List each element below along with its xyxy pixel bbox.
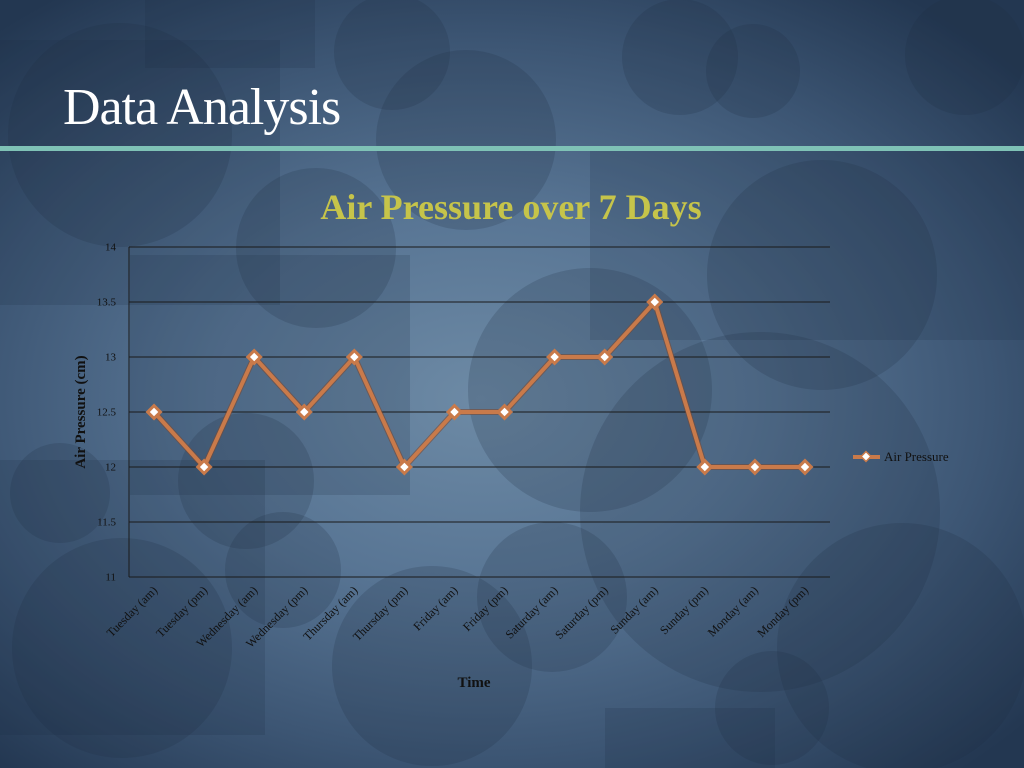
x-tick-label: Sunday (am)	[607, 583, 660, 636]
legend-marker	[859, 450, 873, 463]
data-point-inner	[650, 297, 659, 307]
y-tick-label: 14	[105, 242, 117, 254]
y-tick-label: 12	[105, 462, 116, 474]
data-point-inner	[400, 462, 409, 472]
series-air-pressure	[151, 299, 805, 470]
y-tick-label: 13.5	[97, 297, 117, 309]
data-point-inner	[800, 462, 810, 472]
slide-title: Data Analysis	[63, 79, 341, 136]
x-tick-label: Friday (pm)	[460, 583, 511, 634]
x-axis-ticks: Tuesday (am)Tuesday (pm)Wednesday (am)We…	[104, 583, 811, 650]
series-line	[152, 300, 805, 469]
data-points	[145, 293, 814, 476]
y-axis-label: Air Pressure (cm)	[73, 355, 89, 468]
data-point-inner	[450, 407, 459, 417]
data-point-inner	[500, 407, 509, 417]
data-point-inner	[750, 462, 760, 472]
data-point-inner	[300, 407, 309, 417]
y-tick-label: 11.5	[97, 517, 116, 529]
title-divider	[0, 146, 1024, 151]
chart-title: Air Pressure over 7 Days	[320, 187, 701, 227]
y-tick-label: 11	[105, 572, 116, 584]
data-point-inner	[249, 352, 259, 362]
legend-label: Air Pressure	[884, 449, 949, 464]
x-tick-label: Monday (am)	[705, 583, 761, 639]
series-line-shadow	[151, 299, 805, 470]
x-axis-label: Time	[457, 675, 490, 691]
data-point-inner	[350, 352, 359, 362]
data-point-inner	[149, 407, 159, 417]
x-tick-label: Saturday (pm)	[552, 583, 611, 642]
y-tick-label: 12.5	[97, 407, 117, 419]
y-tick-label: 13	[105, 352, 117, 364]
y-axis-ticks: 11 11.5 12 12.5 13 13.5 14	[97, 242, 117, 584]
x-tick-label: Monday (pm)	[754, 583, 811, 640]
x-tick-label: Sunday (pm)	[657, 583, 711, 637]
x-tick-label: Friday (am)	[410, 583, 460, 633]
x-tick-label: Tuesday (am)	[104, 583, 160, 639]
data-point-inner	[550, 352, 559, 362]
data-point-inner	[700, 462, 710, 472]
legend: Air Pressure	[853, 449, 949, 464]
data-point-inner	[199, 462, 209, 472]
data-point-inner	[600, 352, 609, 362]
